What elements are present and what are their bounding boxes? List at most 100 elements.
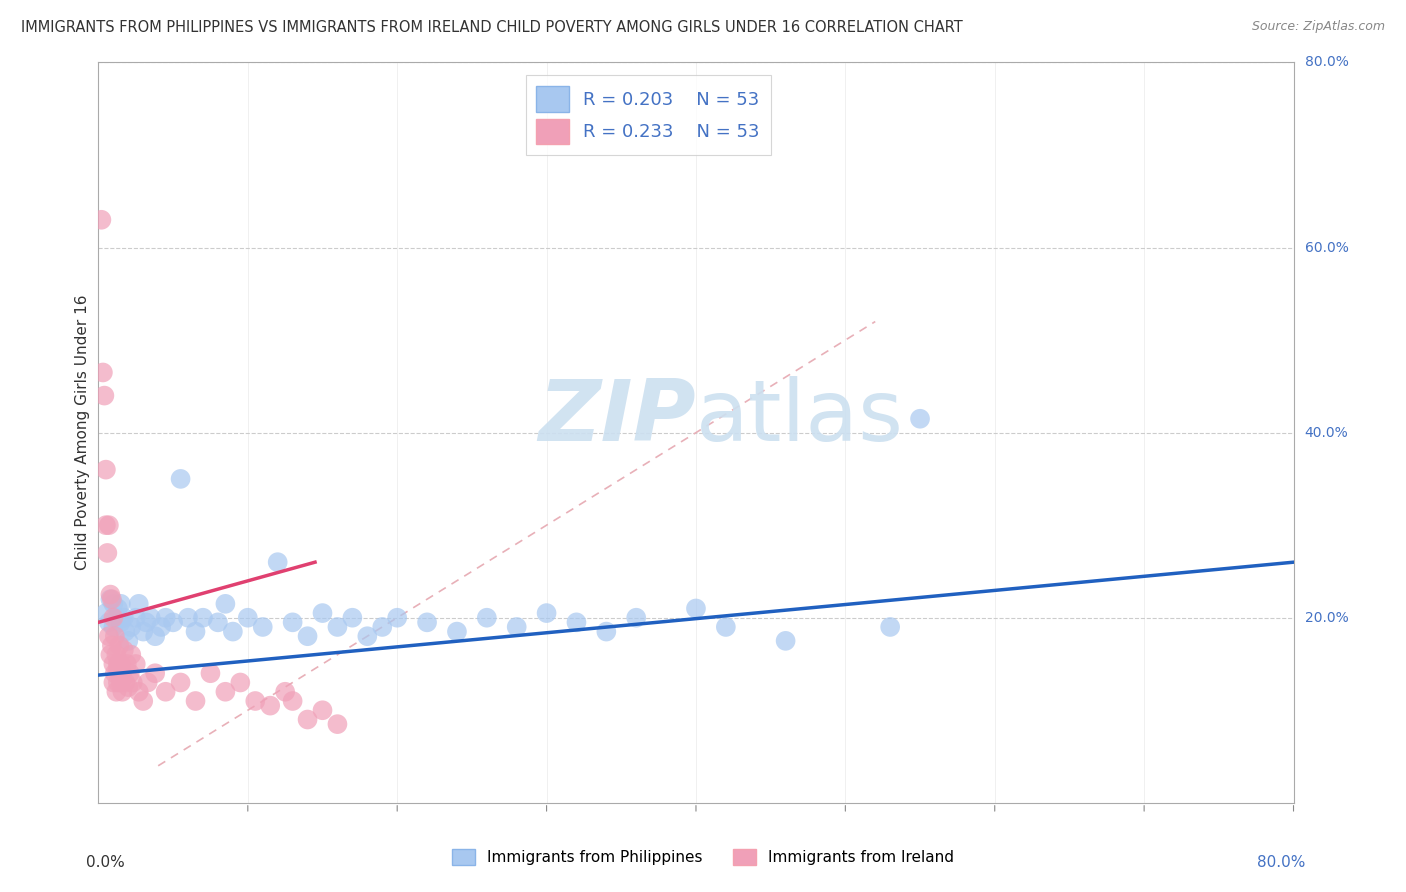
Text: Source: ZipAtlas.com: Source: ZipAtlas.com bbox=[1251, 20, 1385, 33]
Point bbox=[169, 472, 191, 486]
Point bbox=[111, 666, 134, 681]
Point bbox=[132, 624, 155, 639]
Point bbox=[155, 610, 177, 624]
Text: 0.0%: 0.0% bbox=[87, 855, 125, 870]
Point bbox=[132, 694, 155, 708]
Legend: Immigrants from Philippines, Immigrants from Ireland: Immigrants from Philippines, Immigrants … bbox=[446, 843, 960, 871]
Point bbox=[252, 620, 274, 634]
Point bbox=[120, 620, 142, 634]
Point bbox=[91, 366, 114, 380]
Point bbox=[229, 675, 252, 690]
Point bbox=[93, 388, 115, 402]
Point bbox=[97, 629, 120, 643]
Point bbox=[139, 610, 162, 624]
Point bbox=[685, 601, 707, 615]
Point bbox=[128, 685, 150, 699]
Point bbox=[184, 694, 207, 708]
Point bbox=[385, 610, 409, 624]
Point bbox=[125, 657, 148, 671]
Point bbox=[108, 639, 131, 653]
Point bbox=[111, 685, 134, 699]
Point bbox=[565, 615, 588, 630]
Point bbox=[506, 620, 529, 634]
Point bbox=[117, 633, 139, 648]
Point bbox=[214, 685, 236, 699]
Point bbox=[135, 615, 157, 630]
Point bbox=[297, 713, 319, 727]
Text: 40.0%: 40.0% bbox=[1305, 425, 1348, 440]
Point bbox=[207, 615, 229, 630]
Point bbox=[475, 610, 498, 624]
Point bbox=[184, 624, 207, 639]
Point bbox=[101, 639, 124, 653]
Point bbox=[342, 610, 364, 624]
Point bbox=[128, 597, 150, 611]
Point bbox=[94, 462, 117, 476]
Point bbox=[101, 592, 124, 607]
Point bbox=[446, 624, 468, 639]
Point bbox=[214, 597, 236, 611]
Point bbox=[96, 546, 118, 560]
Point bbox=[714, 620, 737, 634]
Point bbox=[120, 648, 142, 662]
Point bbox=[326, 717, 349, 731]
Point bbox=[103, 610, 125, 624]
Point bbox=[150, 620, 173, 634]
Point bbox=[105, 648, 128, 662]
Point bbox=[626, 610, 648, 624]
Point bbox=[879, 620, 901, 634]
Legend: R = 0.203    N = 53, R = 0.233    N = 53: R = 0.203 N = 53, R = 0.233 N = 53 bbox=[526, 75, 770, 155]
Point bbox=[97, 518, 120, 533]
Point bbox=[112, 610, 135, 624]
Point bbox=[115, 657, 138, 671]
Point bbox=[222, 624, 245, 639]
Point bbox=[356, 629, 378, 643]
Point bbox=[191, 610, 214, 624]
Point bbox=[236, 610, 259, 624]
Text: IMMIGRANTS FROM PHILIPPINES VS IMMIGRANTS FROM IRELAND CHILD POVERTY AMONG GIRLS: IMMIGRANTS FROM PHILIPPINES VS IMMIGRANT… bbox=[21, 20, 963, 35]
Point bbox=[98, 648, 122, 662]
Point bbox=[108, 666, 131, 681]
Point bbox=[143, 629, 166, 643]
Point bbox=[274, 685, 297, 699]
Point bbox=[326, 620, 349, 634]
Point bbox=[536, 606, 558, 620]
Point bbox=[112, 643, 135, 657]
Point bbox=[110, 615, 132, 630]
Point bbox=[200, 666, 222, 681]
Point bbox=[143, 666, 166, 681]
Point bbox=[169, 675, 191, 690]
Point bbox=[245, 694, 267, 708]
Point bbox=[94, 606, 117, 620]
Point bbox=[259, 698, 281, 713]
Point bbox=[125, 610, 148, 624]
Text: ZIP: ZIP bbox=[538, 376, 696, 459]
Point bbox=[267, 555, 290, 569]
Point bbox=[107, 601, 129, 615]
Y-axis label: Child Poverty Among Girls Under 16: Child Poverty Among Girls Under 16 bbox=[75, 295, 90, 570]
Point bbox=[103, 657, 125, 671]
Point bbox=[105, 610, 128, 624]
Point bbox=[117, 680, 139, 694]
Point bbox=[281, 615, 304, 630]
Point bbox=[311, 606, 333, 620]
Text: 80.0%: 80.0% bbox=[1305, 55, 1348, 70]
Point bbox=[155, 685, 177, 699]
Point bbox=[595, 624, 617, 639]
Point bbox=[103, 597, 125, 611]
Point bbox=[110, 597, 132, 611]
Point bbox=[98, 588, 122, 602]
Point bbox=[98, 592, 122, 607]
Point bbox=[775, 633, 797, 648]
Point bbox=[107, 662, 129, 676]
Point bbox=[114, 675, 136, 690]
Point bbox=[371, 620, 394, 634]
Point bbox=[110, 657, 132, 671]
Text: atlas: atlas bbox=[696, 376, 904, 459]
Point bbox=[94, 518, 117, 533]
Point bbox=[97, 615, 120, 630]
Point bbox=[107, 675, 129, 690]
Point bbox=[311, 703, 333, 717]
Point bbox=[162, 615, 184, 630]
Text: 60.0%: 60.0% bbox=[1305, 241, 1348, 254]
